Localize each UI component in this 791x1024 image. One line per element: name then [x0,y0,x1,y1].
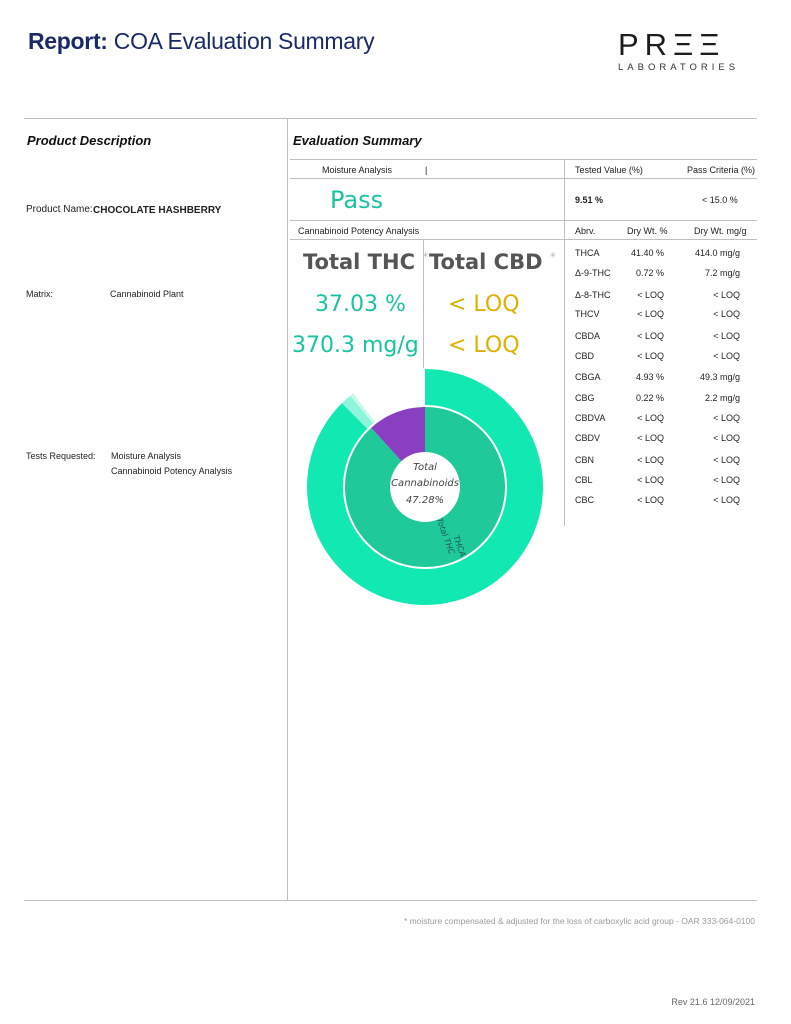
title-bold: Report: [28,28,108,54]
potency-col-divider [564,221,565,526]
row-dry-mg: 7.2 mg/g [704,268,740,278]
totals-divider [423,240,424,368]
col-dry-pct-header: Dry Wt. % [627,226,668,236]
row-abrv: CBDVA [575,413,606,423]
row-dry-pct: < LOQ [637,331,664,341]
center-value: 47.28% [406,495,444,506]
evaluation-summary-heading: Evaluation Summary [293,133,422,148]
row-dry-mg: < LOQ [713,433,740,443]
col-abrv-header: Abrv. [575,226,596,236]
moisture-separator: | [425,165,428,175]
total-cbd-mg: < LOQ [448,333,520,358]
row-dry-pct: < LOQ [637,433,664,443]
asterisk-icon: * [549,250,556,264]
footnote: * moisture compensated & adjusted for th… [403,916,755,926]
row-abrv: Δ-8-THC [575,290,611,300]
asterisk-icon: * [422,250,429,264]
matrix-label: Matrix: [26,289,53,299]
moisture-value: 9.51 % [575,195,604,205]
center-label-cannabinoids: Cannabinoids [391,478,459,489]
row-dry-mg: < LOQ [713,475,740,485]
row-dry-mg: < LOQ [713,331,740,341]
row-dry-mg: < LOQ [713,455,740,465]
row-abrv: CBC [575,495,595,505]
moisture-col-divider [564,160,565,220]
row-abrv: CBG [575,393,595,403]
row-dry-mg: 414.0 mg/g [694,248,740,258]
total-thc-percent: 37.03 % [315,292,406,317]
row-dry-pct: 4.93 % [635,372,664,382]
row-dry-pct: < LOQ [637,290,664,300]
matrix-value: Cannabinoid Plant [110,289,184,299]
row-dry-mg: 2.2 mg/g [704,393,740,403]
row-dry-mg: < LOQ [713,290,740,300]
bottom-divider [24,900,757,901]
donut-center [391,453,459,521]
top-divider [24,118,757,119]
potency-label: Cannabinoid Potency Analysis [298,226,420,236]
moisture-result: Pass [330,186,384,214]
row-dry-pct: 41.40 % [630,248,664,258]
product-name-label: Product Name: [26,204,93,215]
revision: Rev 21.6 12/09/2021 [671,997,755,1007]
outer-ring-slice [306,369,543,605]
row-abrv: THCV [575,309,600,319]
logo-subtitle: LABORATORIES [618,62,740,73]
product-description-heading: Product Description [27,133,152,148]
pass-criteria-header: Pass Criteria (%) [687,165,756,175]
center-label-total: Total [413,462,437,473]
row-abrv: CBN [575,455,595,465]
row-abrv: THCA [575,248,600,258]
row-dry-mg: < LOQ [713,309,740,319]
potency-header-divider [290,239,757,240]
row-dry-pct: < LOQ [637,455,664,465]
title-rest: COA Evaluation Summary [113,28,375,54]
total-thc-label: Total THC * [303,250,429,274]
row-dry-pct: < LOQ [637,309,664,319]
tested-value-header: Tested Value (%) [575,165,643,175]
row-dry-mg: < LOQ [713,351,740,361]
row-dry-pct: < LOQ [637,475,664,485]
test-item: Moisture Analysis [111,451,182,461]
tests-requested-label: Tests Requested: [26,451,96,461]
moisture-bottom-divider [290,220,757,221]
inner-ring-slice [345,407,505,567]
row-dry-pct: 0.22 % [635,393,664,403]
row-abrv: CBDV [575,433,601,443]
col-dry-mg-header: Dry Wt. mg/g [694,226,747,236]
row-dry-pct: < LOQ [637,413,664,423]
outer-ring-slice [350,393,376,424]
total-cbd-label: Total CBD * [429,250,556,274]
summary-divider [290,159,757,160]
logo: PRΞΞ [618,27,726,62]
row-dry-pct: 0.72 % [635,268,664,278]
total-cbd-percent: < LOQ [448,292,520,317]
row-dry-mg: 49.3 mg/g [699,372,740,382]
row-abrv: CBD [575,351,595,361]
row-abrv: CBL [575,475,593,485]
product-name-value: CHOCOLATE HASHBERRY [93,205,222,216]
moisture-header-divider [290,178,757,179]
inner-ring-slice [371,407,425,462]
total-thc-mg: 370.3 mg/g [292,333,419,358]
row-abrv: Δ-9-THC [575,268,611,278]
test-item: Cannabinoid Potency Analysis [111,466,233,476]
row-abrv: CBDA [575,331,601,341]
row-dry-mg: < LOQ [713,413,740,423]
page-title: Report: COA Evaluation Summary [28,28,375,55]
row-abrv: CBGA [575,372,601,382]
column-divider [287,119,288,900]
row-dry-pct: < LOQ [637,495,664,505]
row-dry-pct: < LOQ [637,351,664,361]
outer-ring-slice [341,395,374,429]
moisture-criteria: < 15.0 % [702,195,738,205]
moisture-label: Moisture Analysis [322,165,393,175]
row-dry-mg: < LOQ [713,495,740,505]
